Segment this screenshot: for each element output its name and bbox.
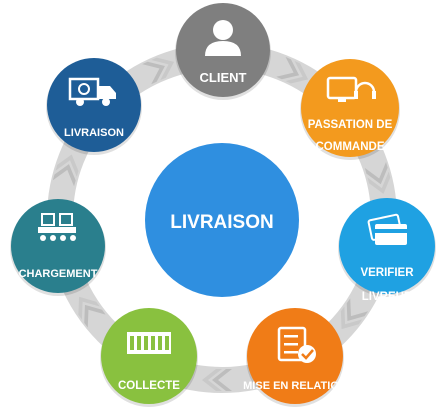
step-label-passation: COMMANDE [316, 141, 385, 153]
chevron-arrow-icon [78, 296, 106, 328]
center-circle [145, 143, 299, 297]
step-label-livraison: LIVRAISON [64, 127, 124, 139]
step-label-client: CLIENT [200, 70, 247, 85]
step-node-chargement: CHARGEMENT [10, 199, 106, 296]
conveyor-icon [38, 213, 76, 241]
step-node-client: CLIENT [175, 3, 271, 100]
step-label-mise-en-relation: MISE EN RELATION [243, 380, 347, 392]
step-node-collecte: COLLECTE [100, 308, 198, 407]
step-circle-verifier [339, 198, 435, 294]
step-circle-chargement [11, 199, 105, 293]
step-nodes: CLIENT PASSATION DE COMMANDE VERIFIER LIVREU… [10, 3, 436, 407]
step-label-passation: PASSATION DE [308, 119, 393, 131]
step-node-verifier: VERIFIER LIVREUR [338, 198, 436, 303]
checklist-icon [277, 326, 316, 363]
chevron-arrow-icon [340, 298, 369, 330]
step-node-livraison: LIVRAISON [46, 58, 142, 155]
person-icon [205, 20, 241, 56]
chevron-arrow-icon [276, 56, 309, 84]
chevron-arrow-icon [202, 369, 232, 391]
building-icon [127, 332, 171, 354]
step-node-mise-en-relation: MISE EN RELATION [243, 308, 347, 407]
center-node: LIVRAISON [145, 143, 299, 297]
chevron-arrow-icon [142, 57, 175, 85]
delivery-truck-icon [68, 77, 116, 106]
center-label: LIVRAISON [170, 212, 273, 233]
computer-headset-icon [326, 76, 376, 102]
step-label-collecte: COLLECTE [118, 380, 180, 392]
step-node-passation: PASSATION DE COMMANDE [300, 59, 400, 160]
step-label-verifier: LIVREUR [362, 291, 413, 303]
step-circle-passation [301, 59, 399, 157]
chevron-arrow-icon [52, 154, 79, 187]
step-label-verifier: VERIFIER [360, 267, 414, 279]
chevron-arrow-icon [364, 162, 391, 194]
credit-card-icon [367, 213, 407, 245]
step-circle-mise-en-relation [247, 308, 343, 404]
step-label-chargement: CHARGEMENT [19, 268, 98, 280]
step-circle-collecte [101, 308, 197, 404]
